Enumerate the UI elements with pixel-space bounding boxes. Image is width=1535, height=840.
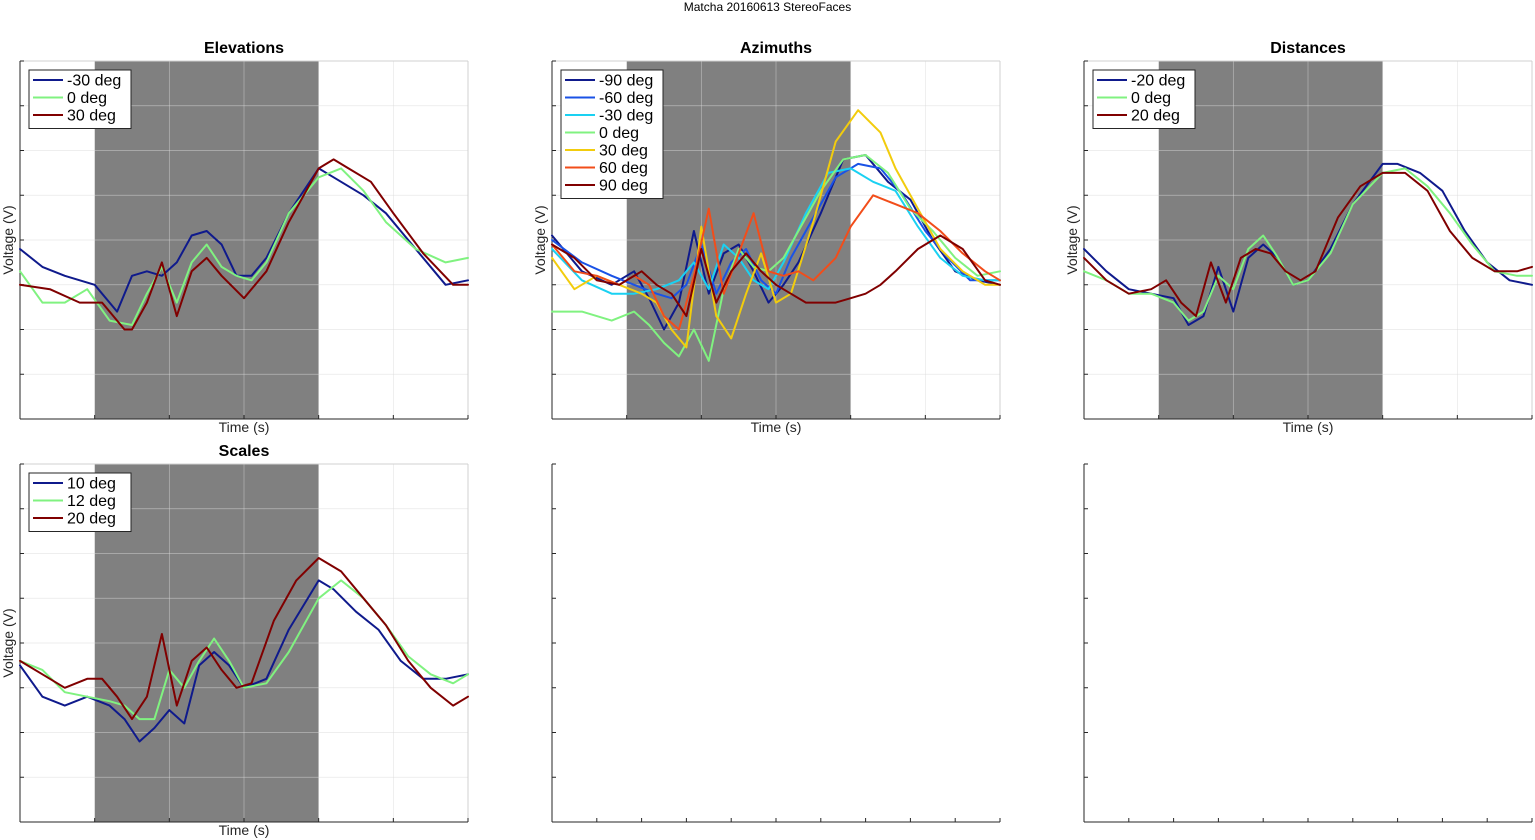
x-axis-label: Time (s) <box>219 822 270 838</box>
legend-label: -60 deg <box>599 90 653 107</box>
series-line-3 <box>19 158 469 331</box>
series-line-5 <box>551 109 1001 349</box>
legend-label: 30 deg <box>599 143 648 160</box>
chart-title: Elevations <box>204 40 284 57</box>
chart-panel-5 <box>551 463 1001 823</box>
series-line-3 <box>19 557 469 721</box>
legend-label: -30 deg <box>67 73 121 90</box>
legend-label: 12 deg <box>67 493 116 510</box>
legend-label: -20 deg <box>1131 73 1185 90</box>
y-axis-label: Voltage (V) <box>0 608 16 677</box>
series-line-6 <box>551 194 1001 331</box>
legend-label: 60 deg <box>599 160 648 177</box>
series-line-1 <box>19 579 469 743</box>
chart-panel-6 <box>1083 463 1533 823</box>
series-line-3 <box>551 167 1001 295</box>
x-axis-label: Time (s) <box>219 419 270 435</box>
x-axis-label: Time (s) <box>1283 419 1334 435</box>
legend-label: 0 deg <box>67 90 107 107</box>
legend-label: 20 deg <box>67 511 116 528</box>
legend-label: -90 deg <box>599 73 653 90</box>
series-line-1 <box>551 154 1001 331</box>
legend-label: -30 deg <box>599 108 653 125</box>
y-axis-label: Voltage (V) <box>0 205 16 274</box>
y-axis-label: Voltage (V) <box>1064 205 1080 274</box>
legend-label: 0 deg <box>1131 90 1171 107</box>
chart-panel-2: Azimuths Time (s) Voltage (V) -90 deg-60 de… <box>532 40 1001 435</box>
legend-label: 30 deg <box>67 108 116 125</box>
legend-box <box>560 69 664 199</box>
legend-label: 0 deg <box>599 125 639 142</box>
y-axis-label: Voltage (V) <box>532 205 548 274</box>
legend-label: 10 deg <box>67 476 116 493</box>
chart-title: Distances <box>1270 40 1346 57</box>
series-line-3 <box>1083 171 1533 318</box>
series-line-2 <box>19 167 469 326</box>
x-axis-label: Time (s) <box>751 419 802 435</box>
legend-label: 90 deg <box>599 178 648 195</box>
legend-label: 20 deg <box>1131 108 1180 125</box>
chart-title: Azimuths <box>740 40 812 57</box>
series-line-7 <box>551 234 1001 318</box>
figure-title: Matcha 20160613 StereoFaces <box>683 0 852 14</box>
chart-title: Scales <box>219 443 270 460</box>
